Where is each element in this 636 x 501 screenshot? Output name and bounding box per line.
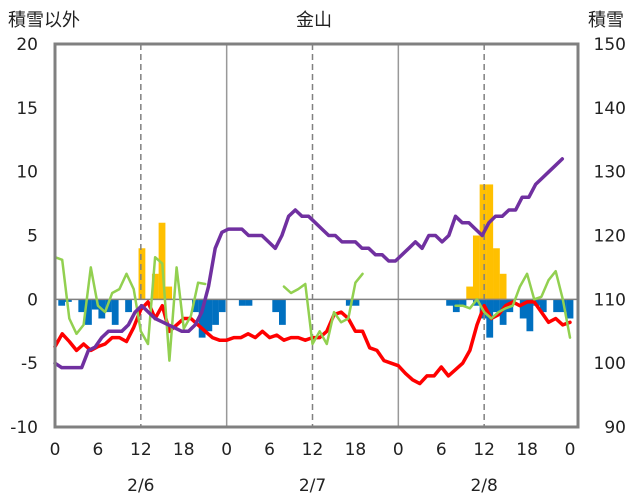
right-tick-label: 140 <box>594 99 626 119</box>
bar <box>519 299 527 319</box>
date-labels: 2/6 2/7 2/8 <box>127 476 498 496</box>
bars-layer <box>58 184 574 338</box>
bar <box>138 248 146 300</box>
bar <box>553 299 561 313</box>
gridlines-layer <box>55 44 578 427</box>
bar <box>499 273 507 300</box>
bar <box>85 299 92 325</box>
left-tick-label: 5 <box>27 227 38 247</box>
x-tick-label: 12 <box>473 440 495 460</box>
bar <box>165 286 173 300</box>
chart-title: 金山 <box>296 10 332 31</box>
bar <box>459 299 467 306</box>
right-axis-label: 積雪 <box>588 10 624 31</box>
x-tick-label: 12 <box>302 440 324 460</box>
right-tick-label: 90 <box>604 418 626 438</box>
x-tick-label: 0 <box>221 440 232 460</box>
bar <box>279 299 286 325</box>
date-label: 2/7 <box>299 476 326 496</box>
bar <box>151 273 159 300</box>
left-tick-label: 15 <box>16 99 38 119</box>
bar <box>192 299 199 313</box>
bar <box>499 299 507 325</box>
bar <box>493 299 500 313</box>
bar <box>91 299 99 310</box>
x-tick-label: 6 <box>93 440 104 460</box>
date-label: 2/8 <box>470 476 497 496</box>
bar <box>205 299 213 332</box>
left-tick-label: 0 <box>27 290 38 310</box>
bar <box>345 299 353 306</box>
bar <box>58 299 66 306</box>
bar <box>466 286 474 300</box>
bar <box>78 299 86 313</box>
bar <box>566 299 574 319</box>
bar <box>446 299 454 306</box>
right-tick-label: 110 <box>594 290 626 310</box>
series-line <box>282 272 364 346</box>
bar <box>111 299 119 325</box>
series-line <box>53 157 565 370</box>
left-axis-label: 積雪以外 <box>8 10 80 31</box>
bar <box>486 184 494 300</box>
x-tick-label: 6 <box>436 440 447 460</box>
right-tick-label: 120 <box>594 227 626 247</box>
bar <box>158 222 166 300</box>
bar <box>218 299 226 313</box>
right-tick-label: 130 <box>594 163 626 183</box>
left-tick-label: -10 <box>10 418 38 438</box>
left-tick-label: 10 <box>16 163 38 183</box>
bar <box>238 299 246 306</box>
bar <box>539 299 547 313</box>
x-tick-label: 12 <box>130 440 152 460</box>
x-tick-label: 0 <box>393 440 404 460</box>
x-tick-label: 18 <box>345 440 367 460</box>
right-tick-label: 100 <box>594 354 626 374</box>
x-tick-label: 0 <box>50 440 61 460</box>
date-label: 2/6 <box>127 476 154 496</box>
right-tick-label: 150 <box>594 35 626 55</box>
series-line <box>53 255 207 362</box>
bar <box>479 184 487 300</box>
x-tick-label: 0 <box>565 440 576 460</box>
plot-frame <box>53 42 580 429</box>
left-ticks: 20 15 10 5 0 -5 -10 <box>10 35 38 438</box>
x-tick-label: 18 <box>516 440 538 460</box>
right-ticks: 150 140 130 120 110 100 90 <box>594 35 626 438</box>
x-ticks: 0 6 12 18 0 6 12 18 0 6 12 18 0 <box>50 440 576 460</box>
bar <box>352 299 360 306</box>
bar <box>245 299 253 306</box>
lines-layer <box>53 157 572 386</box>
bar <box>472 299 480 306</box>
left-tick-label: -5 <box>21 354 38 374</box>
left-tick-label: 20 <box>16 35 38 55</box>
bar <box>493 248 500 300</box>
bar <box>472 235 480 300</box>
x-tick-label: 18 <box>173 440 195 460</box>
bar <box>198 299 206 338</box>
series-line <box>454 269 572 339</box>
x-tick-label: 6 <box>264 440 275 460</box>
bar <box>125 299 132 313</box>
bar <box>272 299 280 313</box>
bar <box>212 299 219 325</box>
bar <box>526 299 534 332</box>
